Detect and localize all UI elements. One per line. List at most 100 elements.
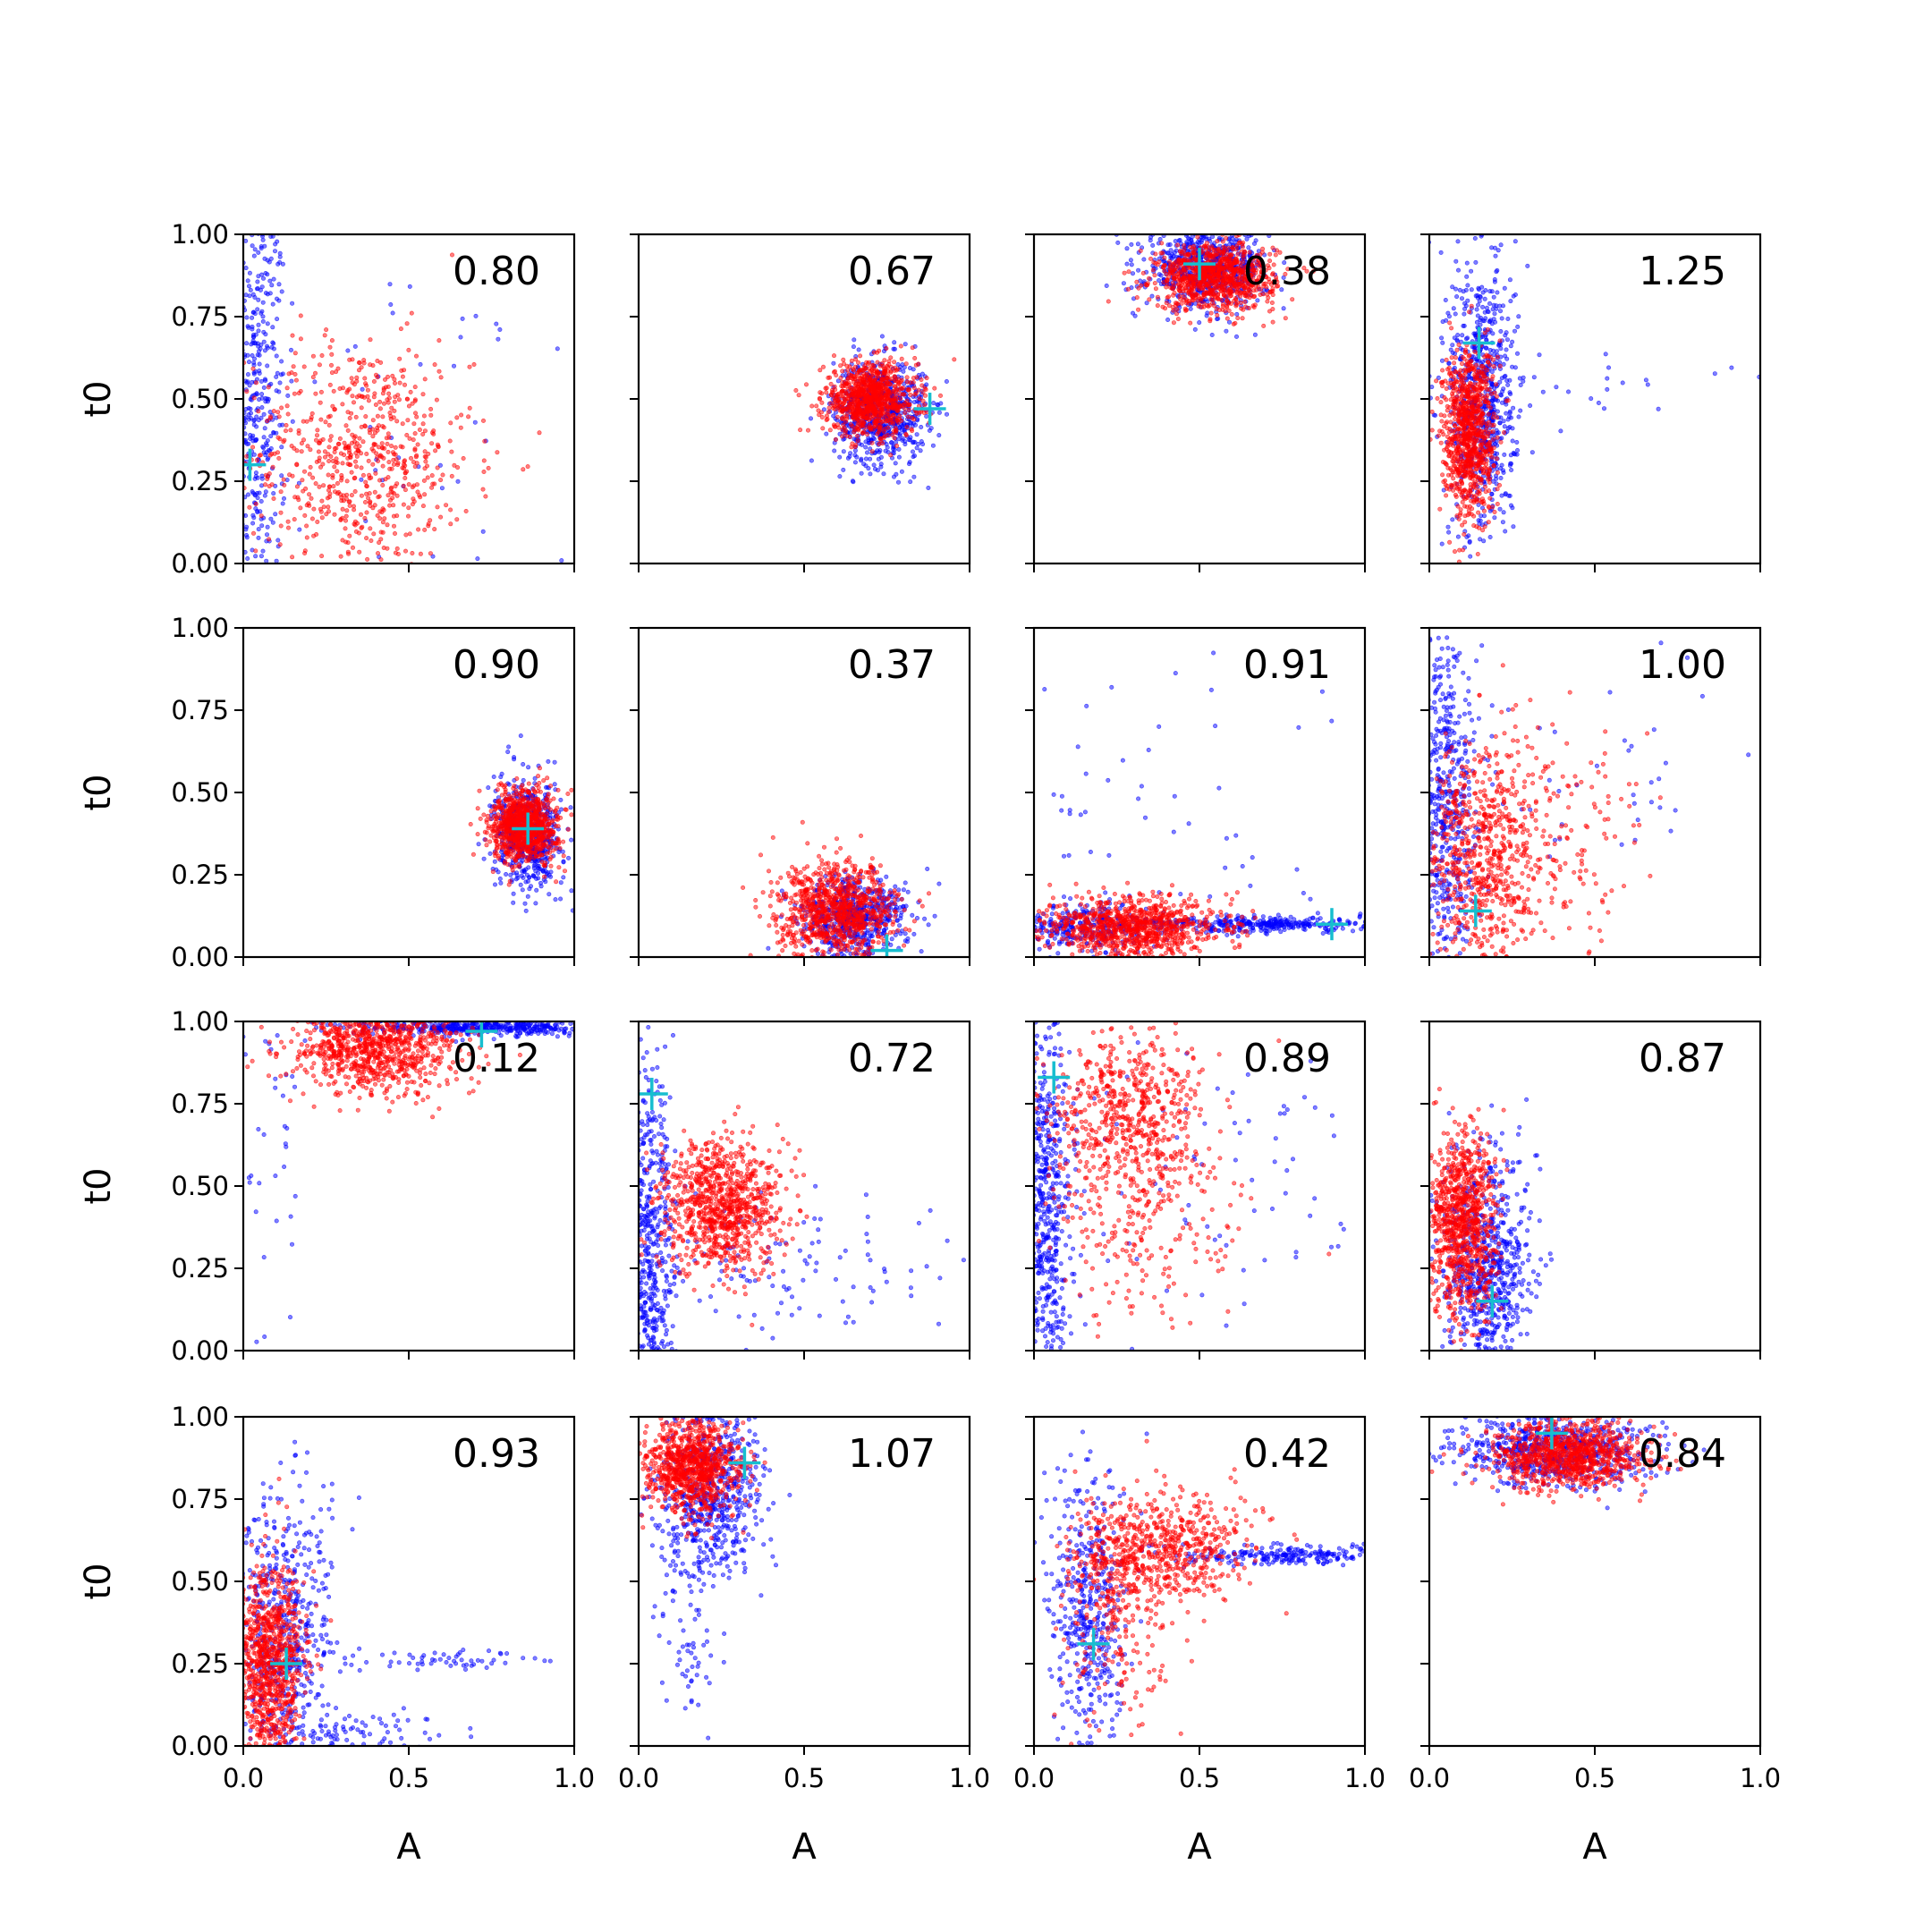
blue-point — [1503, 529, 1508, 534]
red-point — [371, 448, 377, 453]
red-point — [898, 343, 903, 349]
blue-point — [1433, 412, 1438, 418]
red-point — [855, 360, 860, 365]
blue-point — [911, 454, 916, 460]
red-point — [322, 449, 327, 454]
red-point — [357, 549, 362, 555]
red-point — [819, 414, 825, 419]
red-point — [1267, 258, 1273, 264]
red-point — [903, 361, 909, 367]
blue-point — [1465, 283, 1470, 288]
red-point — [906, 387, 911, 393]
red-point — [1209, 282, 1215, 287]
red-point — [1162, 255, 1167, 260]
blue-point — [1489, 491, 1495, 496]
red-point — [375, 425, 380, 430]
blue-point — [1461, 323, 1466, 328]
blue-point — [1498, 346, 1504, 352]
blue-point — [345, 348, 351, 353]
red-point — [292, 517, 297, 522]
red-point — [378, 537, 384, 542]
blue-point — [1192, 326, 1198, 332]
blue-point — [1501, 361, 1506, 367]
blue-point — [1502, 424, 1507, 429]
red-point — [1241, 290, 1247, 295]
red-point — [282, 482, 287, 487]
red-point — [343, 423, 349, 428]
red-point — [335, 480, 340, 486]
red-point — [356, 368, 361, 373]
red-point — [298, 505, 303, 511]
blue-point — [809, 458, 814, 463]
red-point — [889, 396, 894, 402]
blue-point — [439, 486, 445, 491]
subplot-2: 0.67 — [630, 233, 971, 572]
red-point — [413, 353, 419, 359]
red-point — [285, 525, 291, 530]
blue-point — [879, 334, 885, 339]
red-point — [394, 546, 400, 551]
red-point — [860, 420, 866, 426]
red-point — [258, 453, 263, 458]
red-point — [422, 492, 428, 497]
red-point — [895, 419, 901, 425]
red-point — [380, 391, 386, 396]
blue-point — [271, 491, 276, 496]
red-point — [377, 494, 382, 499]
blue-point — [480, 529, 486, 534]
red-point — [263, 482, 268, 487]
blue-point — [863, 463, 869, 469]
blue-point — [859, 456, 864, 462]
red-point — [1221, 244, 1226, 250]
blue-point — [1515, 324, 1521, 329]
y-tick-label: 0.75 — [171, 301, 229, 332]
red-point — [431, 428, 436, 434]
red-point — [841, 400, 846, 405]
red-point — [1181, 257, 1186, 262]
red-point — [1182, 243, 1187, 249]
blue-point — [1453, 311, 1458, 317]
blue-point — [1508, 299, 1513, 304]
truth-marker — [1183, 248, 1216, 281]
blue-point — [250, 315, 255, 320]
blue-point — [270, 234, 275, 239]
red-point — [1301, 266, 1307, 271]
red-point — [343, 539, 349, 545]
red-point — [1208, 278, 1213, 284]
red-point — [823, 386, 828, 391]
red-point — [1168, 284, 1174, 290]
red-point — [284, 403, 290, 409]
blue-point — [896, 446, 902, 452]
red-point — [405, 418, 411, 423]
blue-point — [914, 445, 919, 451]
red-point — [848, 401, 853, 406]
blue-point — [1490, 331, 1496, 336]
red-point — [283, 428, 288, 434]
red-point — [316, 449, 321, 454]
blue-point — [430, 554, 436, 559]
red-point — [899, 377, 904, 383]
blue-point — [281, 496, 286, 501]
red-point — [409, 310, 414, 316]
red-point — [865, 361, 870, 367]
red-point — [426, 451, 431, 456]
blue-point — [1499, 493, 1504, 498]
blue-point — [253, 437, 258, 443]
red-point — [378, 557, 384, 563]
blue-point — [1128, 258, 1133, 263]
blue-point — [1456, 267, 1462, 273]
red-point — [294, 484, 300, 489]
blue-point — [911, 474, 917, 479]
blue-point — [251, 371, 257, 377]
red-point — [891, 388, 896, 394]
red-point — [422, 449, 428, 454]
red-point — [886, 369, 891, 374]
y-tick-label: 0.25 — [171, 466, 229, 496]
blue-point — [253, 341, 258, 346]
red-point — [1248, 277, 1253, 283]
red-point — [375, 358, 380, 363]
blue-point — [1255, 298, 1260, 303]
red-point — [387, 497, 393, 503]
blue-point — [256, 349, 261, 354]
blue-point — [926, 485, 931, 490]
